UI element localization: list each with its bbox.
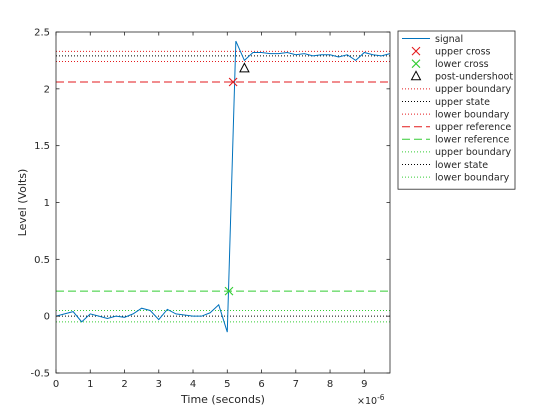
x-tick-label: 8: [327, 379, 333, 390]
lower-cross-marker-stroke-b: [224, 286, 234, 296]
legend-label: upper cross: [435, 46, 491, 57]
legend-swatch-triangle: [410, 70, 422, 81]
x-tick-label: 2: [121, 379, 127, 390]
legend-item: signal: [402, 34, 463, 45]
legend-item: upper reference: [402, 122, 511, 133]
x-tick-label: 9: [361, 379, 367, 390]
legend-swatch-x: [411, 46, 421, 56]
x-tick-label: 7: [293, 379, 299, 390]
x-axis-label: Time (seconds): [180, 393, 265, 406]
legend-label: post-undershoot: [435, 72, 513, 83]
legend-swatch-x-stroke-b: [411, 59, 421, 69]
legend-label: lower cross: [435, 59, 489, 70]
legend-label: lower reference: [435, 135, 510, 146]
y-tick-label: 2: [44, 84, 50, 95]
legend-label: lower boundary: [435, 172, 510, 183]
y-tick-label: 0: [44, 312, 50, 323]
legend-label: upper reference: [435, 122, 511, 133]
plot-area: [56, 32, 390, 373]
legend-label: upper state: [435, 97, 490, 108]
x-tick-label: 3: [156, 379, 162, 390]
x-axis-exponent-power: -6: [377, 393, 385, 402]
x-tick-label: 6: [258, 379, 264, 390]
y-axis-label: Level (Volts): [16, 169, 29, 237]
markers: [224, 62, 250, 296]
legend-swatch-x: [411, 59, 421, 69]
legend-item: lower cross: [411, 59, 489, 70]
x-axis-exponent-base: ×10: [357, 396, 377, 407]
legend-item: upper state: [402, 97, 490, 108]
legend-label: lower state: [435, 160, 488, 171]
legend-item: lower reference: [402, 135, 510, 146]
legend-item: upper boundary: [402, 147, 511, 158]
legend-swatch-x-stroke-b: [411, 46, 421, 56]
legend-label: upper boundary: [435, 84, 511, 95]
y-tick-label: 0.5: [34, 255, 50, 266]
legend-item: post-undershoot: [410, 70, 513, 83]
x-tick-label: 5: [224, 379, 230, 390]
legend-box: [397, 30, 516, 190]
lower-cross-marker: [224, 286, 234, 296]
post-undershoot-marker: [239, 62, 250, 73]
x-axis-exponent: ×10-6: [357, 393, 385, 407]
axes: 0 1 2 3 4 5 6 7 8 9-0.500.511.522.5: [30, 28, 390, 390]
x-tick-label: 4: [190, 379, 196, 390]
legend-label: signal: [435, 34, 463, 45]
x-tick-label: 0: [53, 379, 59, 390]
y-tick-label: -0.5: [30, 369, 50, 380]
legend-item: upper cross: [411, 46, 491, 57]
legend-label: lower boundary: [435, 109, 510, 120]
legend-item: lower boundary: [402, 172, 510, 183]
reference-lines: [56, 50, 390, 323]
y-tick-label: 2.5: [34, 28, 50, 39]
signal-line: [55, 40, 391, 333]
legend-item: lower boundary: [402, 109, 510, 120]
y-tick-label: 1.5: [34, 141, 50, 152]
upper-cross-marker-stroke-b: [228, 77, 238, 87]
y-tick-label: 1: [44, 198, 50, 209]
legend-item: lower state: [402, 160, 488, 171]
x-tick-label: 1: [87, 379, 93, 390]
upper-cross-marker: [228, 77, 238, 87]
legend-item: upper boundary: [402, 84, 511, 95]
legend-label: upper boundary: [435, 147, 511, 158]
